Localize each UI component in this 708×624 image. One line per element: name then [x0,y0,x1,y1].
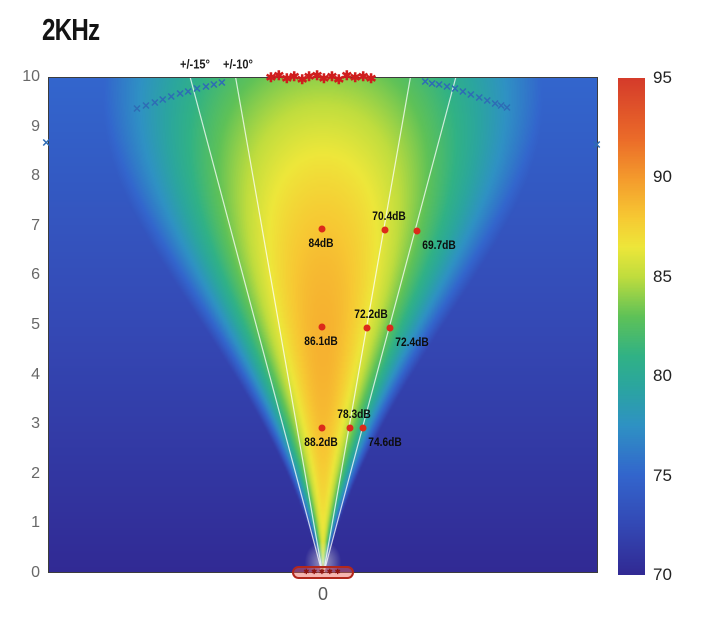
angle-label-15deg: +/-15° [180,56,210,72]
y-tick-label: 10 [22,68,40,85]
colorbar-tick-label: 90 [653,167,672,187]
y-tick-label: 6 [31,266,40,284]
y-tick-label: 7 [31,216,40,234]
y-tick-label: 2 [31,464,40,482]
colorbar [618,78,645,575]
colorbar-tick-label: 95 [653,68,672,87]
colorbar-gradient [618,78,645,575]
angle-guide-line [234,77,324,573]
y-tick-label: 9 [31,117,40,135]
y-tick-label: 8 [31,167,40,185]
heatmap-plot [48,77,598,573]
y-tick-label: 1 [31,514,40,532]
angle-guide-line [323,77,457,573]
chart-title: 2KHz [42,12,100,47]
colorbar-tick-label: 70 [653,565,672,584]
colorbar-tick-label: 85 [653,266,672,286]
y-tick-label: 5 [31,316,40,333]
y-tick-label: 4 [31,365,40,383]
y-tick-label: 0 [31,564,40,581]
angle-guide-lines [189,77,457,573]
source-marker-asterisks: ✱✱✱✱✱ [303,568,343,576]
angle-label-10deg: +/-10° [223,56,253,72]
source-marker: ✱✱✱✱✱ [292,565,354,579]
angle-guide-line [322,77,412,573]
y-tick-label: 3 [31,415,40,433]
x-tick-label: 0 [317,584,328,604]
colorbar-tick-label: 80 [653,366,672,386]
colorbar-tick-label: 75 [653,465,672,485]
angle-guide-line [189,77,323,573]
